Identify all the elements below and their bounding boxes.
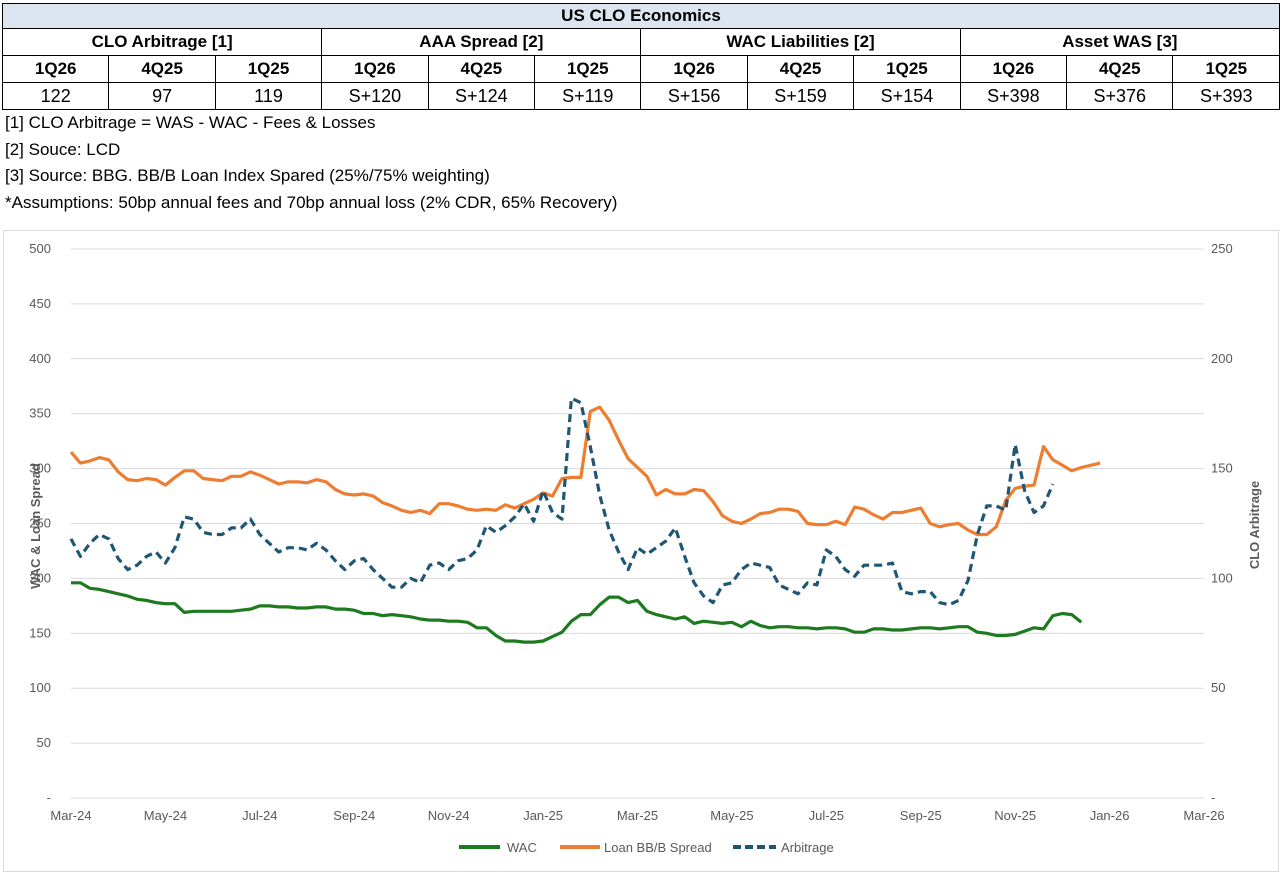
right-tick-label: 50 xyxy=(1211,680,1225,695)
x-tick-label: Nov-25 xyxy=(994,808,1036,823)
table-value-row: 122 97 119 S+120 S+124 S+119 S+156 S+159… xyxy=(1,82,1280,110)
table-cell: S+154 xyxy=(853,82,961,110)
table-group-row: CLO Arbitrage [1] AAA Spread [2] WAC Lia… xyxy=(1,28,1281,56)
left-tick-label: - xyxy=(47,790,51,805)
x-tick-label: May-25 xyxy=(710,808,753,823)
table-cell: 122 xyxy=(1,82,110,110)
x-tick-label: Mar-25 xyxy=(617,808,658,823)
period-header: 4Q25 xyxy=(427,55,536,83)
table-period-row: 1Q26 4Q25 1Q25 1Q26 4Q25 1Q25 1Q26 4Q25 … xyxy=(1,55,1280,83)
left-tick-label: 300 xyxy=(29,461,51,476)
table-cell: S+124 xyxy=(427,82,536,110)
table-cell: 97 xyxy=(108,82,216,110)
x-tick-label: Sep-24 xyxy=(333,808,375,823)
x-tick-label: Nov-24 xyxy=(428,808,470,823)
series-line-arbitrage xyxy=(69,396,1055,607)
footnote-3: [3] Source: BBG. BB/B Loan Index Spared … xyxy=(5,166,490,185)
x-tick-label: May-24 xyxy=(144,808,187,823)
table-cell: S+156 xyxy=(640,82,748,110)
table-cell: S+120 xyxy=(321,82,429,110)
series-line-loan-spread xyxy=(69,405,1101,537)
table-cell: 119 xyxy=(214,82,323,110)
legend: WAC Loan BB/B Spread Arbitrage xyxy=(459,840,834,855)
legend-label-arbitrage: Arbitrage xyxy=(781,840,834,855)
right-tick-label: 150 xyxy=(1211,461,1233,476)
group-header-aaa-spread: AAA Spread [2] xyxy=(321,28,642,56)
x-tick-label: Sep-25 xyxy=(900,808,942,823)
table-title-row: US CLO Economics xyxy=(2,3,1280,29)
table-cell: S+393 xyxy=(1172,82,1280,110)
series-line-wac xyxy=(71,581,1083,644)
clo-economics-table: US CLO Economics CLO Arbitrage [1] AAA S… xyxy=(1,3,1281,110)
table-cell: S+119 xyxy=(534,82,642,110)
period-header: 1Q25 xyxy=(1172,55,1280,83)
footnote-2: [2] Souce: LCD xyxy=(5,139,121,159)
gridlines xyxy=(71,248,1204,799)
period-header: 4Q25 xyxy=(746,55,855,83)
period-header: 1Q25 xyxy=(214,55,323,83)
left-tick-label: 200 xyxy=(29,570,51,585)
left-tick-label: 350 xyxy=(29,406,51,421)
period-header: 1Q25 xyxy=(534,55,642,83)
table-cell: S+159 xyxy=(746,82,855,110)
x-tick-label: Jul-24 xyxy=(242,808,277,823)
left-tick-label: 100 xyxy=(29,680,51,695)
left-tick-label: 250 xyxy=(29,516,51,531)
left-tick-label: 400 xyxy=(29,351,51,366)
group-header-clo-arbitrage: CLO Arbitrage [1] xyxy=(1,28,323,56)
legend-label-wac: WAC xyxy=(507,840,537,855)
legend-label-loan: Loan BB/B Spread xyxy=(604,840,712,855)
assumptions-note: *Assumptions: 50bp annual fees and 70bp … xyxy=(5,192,618,212)
group-header-wac-liabilities: WAC Liabilities [2] xyxy=(640,28,961,56)
left-tick-label: 50 xyxy=(37,735,51,750)
period-header: 4Q25 xyxy=(1066,55,1174,83)
left-axis-ticks: - 50 100 150 200 250 300 350 400 450 500 xyxy=(29,241,51,805)
x-tick-label: Jan-26 xyxy=(1090,808,1130,823)
table-cell: S+376 xyxy=(1066,82,1174,110)
right-tick-label: - xyxy=(1211,790,1215,805)
x-tick-label: Mar-26 xyxy=(1183,808,1224,823)
period-header: 1Q26 xyxy=(959,55,1068,83)
table-title: US CLO Economics xyxy=(2,3,1280,29)
period-header: 1Q26 xyxy=(1,55,110,83)
footnotes: [1] CLO Arbitrage = WAS - WAC - Fees & L… xyxy=(5,110,617,216)
chart-container: - 50 100 150 200 250 300 350 400 450 500 - 50 100 150… xyxy=(3,230,1279,872)
x-tick-label: Jul-25 xyxy=(809,808,844,823)
x-tick-label: Mar-24 xyxy=(50,808,91,823)
period-header: 1Q26 xyxy=(321,55,429,83)
left-tick-label: 450 xyxy=(29,296,51,311)
footnote-1: [1] CLO Arbitrage = WAS - WAC - Fees & L… xyxy=(5,113,376,132)
right-tick-label: 200 xyxy=(1211,351,1233,366)
x-axis-ticks: Mar-24 May-24 Jul-24 Sep-24 Nov-24 Jan-25 Mar-… xyxy=(50,808,1224,823)
table-cell: S+398 xyxy=(959,82,1068,110)
period-header: 1Q25 xyxy=(853,55,961,83)
left-axis-label: WAC & Loan Spread xyxy=(28,463,43,589)
right-axis-label: CLO Arbitrage xyxy=(1247,481,1262,569)
period-header: 1Q26 xyxy=(640,55,748,83)
line-chart: - 50 100 150 200 250 300 350 400 450 500 - 50 100 150… xyxy=(28,241,1262,855)
period-header: 4Q25 xyxy=(108,55,216,83)
series-lines xyxy=(69,396,1101,644)
x-tick-label: Jan-25 xyxy=(523,808,563,823)
right-axis-ticks: - 50 100 150 200 250 xyxy=(1211,241,1233,805)
right-tick-label: 250 xyxy=(1211,241,1233,256)
left-tick-label: 500 xyxy=(29,241,51,256)
right-tick-label: 100 xyxy=(1211,570,1233,585)
group-header-asset-was: Asset WAS [3] xyxy=(959,28,1281,56)
left-tick-label: 150 xyxy=(29,625,51,640)
